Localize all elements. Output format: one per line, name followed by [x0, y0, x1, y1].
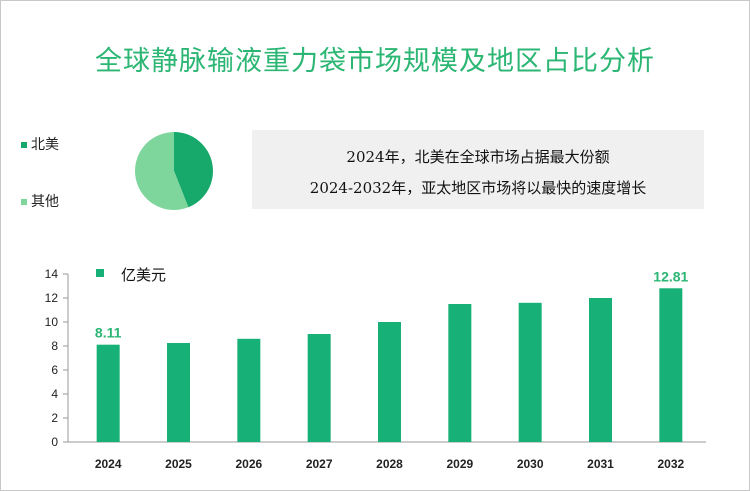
bar-2025 — [167, 343, 190, 442]
info-line-2: 2024-2032年，亚太地区市场将以最快的速度增长 — [309, 179, 647, 197]
x-tick-label: 2027 — [306, 457, 333, 471]
y-tick-label: 14 — [45, 267, 59, 281]
y-tick-label: 10 — [45, 315, 59, 329]
bar-2028 — [378, 322, 401, 442]
info-line-1: 2024年，北美在全球市场占据最大份额 — [346, 148, 610, 166]
y-tick-label: 0 — [51, 435, 58, 449]
x-tick-label: 2025 — [165, 457, 192, 471]
chart-title: 全球静脉输液重力袋市场规模及地区占比分析 — [95, 46, 655, 77]
legend-label: 亿美元 — [121, 267, 166, 284]
x-tick-label: 2029 — [446, 457, 473, 471]
data-label: 8.11 — [95, 325, 122, 341]
x-tick-label: 2028 — [376, 457, 403, 471]
x-tick-label: 2026 — [235, 457, 262, 471]
x-tick-label: 2032 — [657, 457, 684, 471]
bar-2026 — [237, 338, 261, 442]
pie-chart — [135, 132, 214, 210]
data-label: 12.81 — [653, 268, 688, 284]
y-tick-label: 8 — [51, 339, 58, 353]
pie-legend-item-other: 其他 — [21, 191, 59, 211]
y-tick-label: 12 — [45, 291, 59, 305]
pie-legend-label: 北美 — [31, 136, 59, 152]
y-tick-label: 2 — [51, 411, 58, 425]
bar-2032 — [659, 288, 683, 442]
y-tick-label: 6 — [51, 363, 58, 377]
x-tick-label: 2024 — [95, 457, 122, 471]
info-box: 2024年，北美在全球市场占据最大份额 2024-2032年，亚太地区市场将以最… — [252, 130, 704, 209]
bar-2029 — [448, 304, 472, 442]
legend-swatch-other — [21, 199, 27, 206]
bar-2024 — [96, 344, 120, 442]
x-tick-label: 2031 — [587, 457, 614, 471]
bar-2027 — [307, 334, 331, 442]
x-tick-label: 2030 — [517, 457, 544, 471]
pie-slice-north-america — [174, 132, 214, 208]
legend-swatch — [96, 269, 104, 277]
y-tick-label: 4 — [51, 387, 58, 401]
pie-slice-other — [135, 132, 189, 210]
legend-swatch-north-america — [21, 142, 27, 149]
pie-legend-label: 其他 — [31, 193, 59, 209]
pie-legend-item-north-america: 北美 — [21, 134, 59, 154]
bar-2030 — [518, 302, 542, 442]
bar-2031 — [589, 298, 612, 442]
